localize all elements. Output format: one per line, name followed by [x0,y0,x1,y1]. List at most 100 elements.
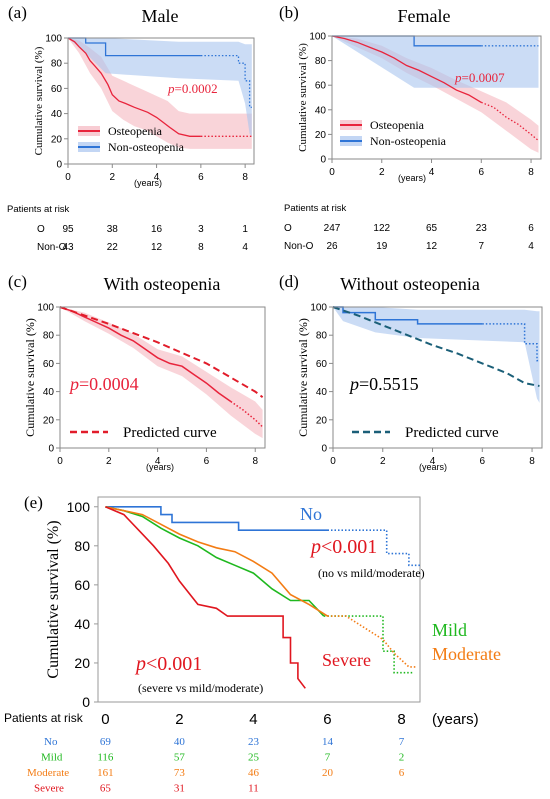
x-tick-label: 6 [479,167,485,178]
y-tick-label: 0 [56,160,62,171]
x-axis-label: (years) [146,462,174,472]
y-tick-label: 40 [74,616,90,632]
y-tick-label: 100 [310,303,327,314]
y-tick-label: 80 [315,56,327,67]
survival-curve [67,37,201,137]
x-tick-label: 2 [380,456,386,467]
risk-count: 22 [107,242,119,253]
risk-count: 43 [62,242,74,253]
x-tick-label: 0 [330,456,336,467]
survival-curve-censored [481,101,539,142]
y-tick-label: 0 [82,694,90,710]
risk-count: 8 [198,242,204,253]
risk-row-label: Non-O [284,241,314,252]
y-axis-label: Cumulative survival (%) [33,46,45,155]
p-value: p=0.0007 [454,70,505,85]
p-value-note: (severe vs mild/moderate) [138,681,263,695]
confidence-band [332,36,539,88]
risk-count: 65 [100,783,112,795]
x-axis-label: (years) [134,178,162,188]
risk-count: 12 [151,242,163,253]
x-axis-label: (years) [419,462,447,472]
x-tick-label: 8 [252,456,258,467]
x-tick-label: 8 [528,167,534,178]
risk-count: 73 [174,767,186,779]
risk-table-title: Patients at risk [284,203,347,214]
risk-count: 69 [100,736,112,748]
panel-b: (b) Female 0 20 40 60 80 100 0 2 4 6 8 Cumulative sur… [279,3,542,252]
risk-row-label: No [44,736,58,748]
panel-label: (b) [279,3,299,22]
panel-label: (d) [279,272,299,291]
confidence-band [60,307,263,439]
risk-count: 4 [528,241,534,252]
survival-curve [105,506,328,617]
y-tick-label: 100 [37,303,54,314]
y-tick-label: 40 [43,387,55,398]
x-tick-label: 4 [430,456,436,467]
x-tick-label: 8 [397,711,405,728]
panel-title: Female [398,6,451,26]
x-tick-label: 0 [101,711,109,728]
risk-count: 2 [399,752,405,764]
risk-count: 7 [399,736,405,748]
p-value: p=0.0004 [68,374,139,394]
plot-frame [332,306,543,449]
y-tick-label: 100 [309,32,326,43]
y-tick-label: 0 [48,444,54,455]
risk-count: 4 [242,242,248,253]
risk-count: 7 [479,241,485,252]
y-tick-label: 60 [315,81,327,92]
survival-curve [105,506,328,531]
confidence-band [68,38,252,149]
risk-count: 247 [324,223,341,234]
legend-label: Non-osteopenia [108,140,185,154]
y-axis-label: Cumulative survival (%) [45,520,62,678]
x-axis-label: (years) [432,711,479,728]
panel-title: Without osteopenia [340,274,480,294]
predicted-curve-line [59,306,264,398]
y-tick-label: 0 [321,444,327,455]
survival-curve-censored [327,529,420,567]
risk-count: 161 [97,767,114,779]
survival-curve [333,306,483,325]
confidence-band [68,38,252,137]
x-tick-label: 0 [57,456,63,467]
plot-frame [59,306,266,449]
y-tick-label: 80 [74,538,90,554]
x-tick-label: 4 [429,167,435,178]
x-tick-label: 2 [106,456,112,467]
x-tick-label: 4 [155,456,161,467]
x-tick-label: 8 [242,172,248,183]
y-tick-label: 20 [316,415,328,426]
panel-label: (a) [8,3,27,22]
y-tick-label: 60 [51,84,63,95]
risk-count: 65 [426,223,438,234]
risk-count: 57 [174,752,186,764]
panel-label: (c) [8,272,27,291]
panel-title: With osteopenia [104,274,221,294]
x-tick-label: 6 [480,456,486,467]
x-tick-label: 2 [175,711,183,728]
risk-row-label: Moderate [27,767,69,779]
series-label-severe: Severe [322,650,371,670]
legend-label: Non-osteopenia [370,134,447,148]
series-label-no: No [300,504,322,524]
y-axis-label: Cumulative survival (%) [297,43,309,152]
panel-a: (a) Male 0 20 40 60 80 100 0 2 4 6 8 Cumulative survi… [7,3,255,253]
y-tick-label: 100 [67,499,91,515]
survival-curve-censored [327,615,417,668]
y-tick-label: 100 [45,34,62,45]
survival-curve [59,306,232,403]
y-tick-label: 60 [43,359,55,370]
risk-count: 40 [174,736,186,748]
x-tick-label: 6 [204,456,210,467]
legend-label: Predicted curve [123,425,217,441]
risk-row-label: Mild [41,752,63,764]
y-tick-label: 60 [316,359,328,370]
y-tick-label: 40 [316,387,328,398]
risk-table-title: Patients at risk [4,711,84,725]
x-tick-label: 2 [379,167,385,178]
risk-row-label: Non-O [37,242,67,253]
